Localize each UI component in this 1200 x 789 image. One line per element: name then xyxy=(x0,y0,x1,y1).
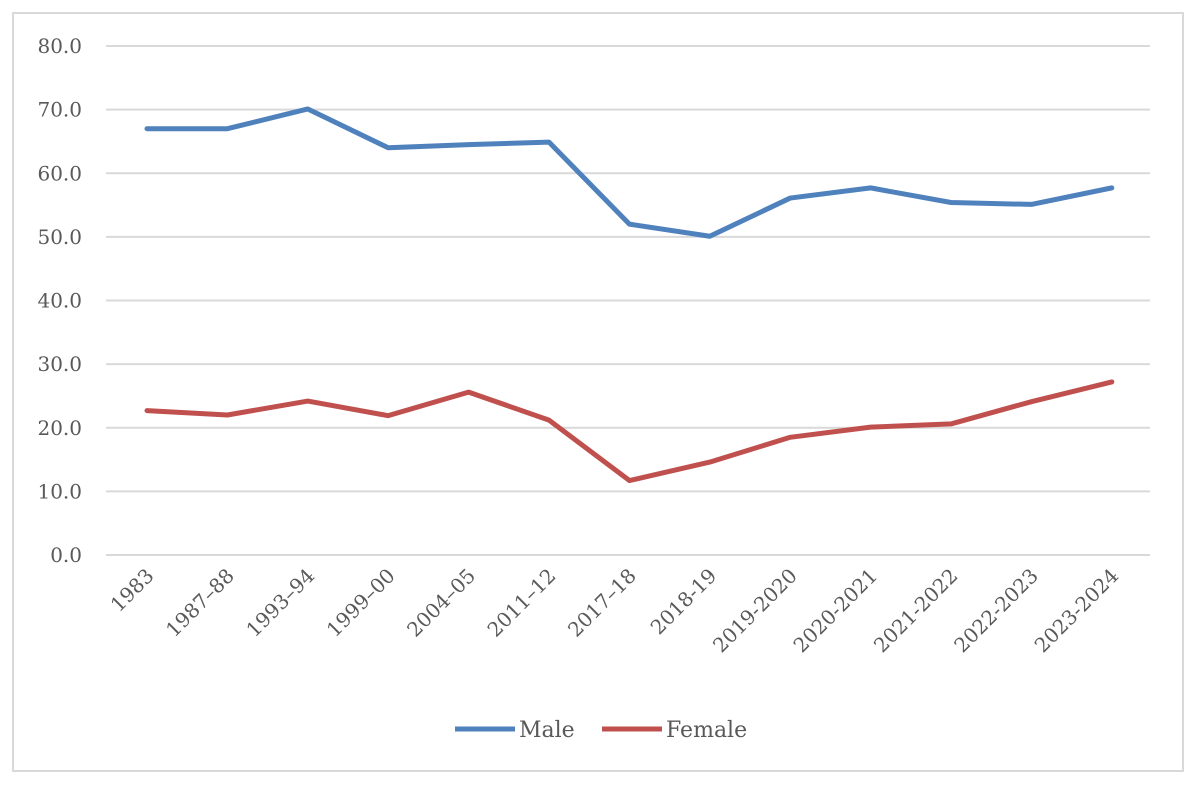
legend-label-female: Female xyxy=(666,718,747,743)
x-tick-label: 2004–05 xyxy=(402,564,480,642)
y-tick-label: 70.0 xyxy=(37,98,82,122)
gridlines xyxy=(106,45,1150,556)
y-tick-label: 10.0 xyxy=(37,479,82,503)
y-tick-label: 80.0 xyxy=(37,34,82,58)
chart-frame xyxy=(12,12,1184,772)
legend-label-male: Male xyxy=(519,718,575,743)
x-tick-label: 2023-2024 xyxy=(1030,564,1124,658)
y-axis-ticks: 0.0 10.0 20.0 30.0 40.0 50.0 60.0 70.0 80.0 xyxy=(37,34,82,567)
x-tick-label: 2018-19 xyxy=(646,564,722,640)
series-line-male xyxy=(144,106,1115,239)
x-axis-ticks: 1983 1987–88 1993–94 1999–00 2004–05 2011–12 2… xyxy=(106,564,1124,658)
y-tick-label: 50.0 xyxy=(37,225,82,249)
x-tick-label: 2021-2022 xyxy=(869,564,963,658)
x-tick-label: 2019-2020 xyxy=(708,564,802,658)
y-tick-label: 60.0 xyxy=(37,161,82,185)
series-lines xyxy=(144,106,1115,484)
y-tick-label: 0.0 xyxy=(50,543,82,567)
x-tick-label: 2017–18 xyxy=(563,564,641,642)
x-tick-label: 2022-2023 xyxy=(949,564,1043,658)
x-tick-label: 1993–94 xyxy=(241,564,319,642)
x-tick-label: 2020-2021 xyxy=(788,564,882,658)
legend: Male Female xyxy=(455,718,747,743)
x-tick-label: 1983 xyxy=(106,564,159,617)
y-tick-label: 30.0 xyxy=(37,352,82,376)
x-tick-label: 1999–00 xyxy=(322,564,400,642)
x-tick-label: 1987–88 xyxy=(161,564,239,642)
y-tick-label: 40.0 xyxy=(37,289,82,313)
y-tick-label: 20.0 xyxy=(37,416,82,440)
series-line-female xyxy=(144,379,1115,484)
x-tick-label: 2011–12 xyxy=(482,564,560,642)
